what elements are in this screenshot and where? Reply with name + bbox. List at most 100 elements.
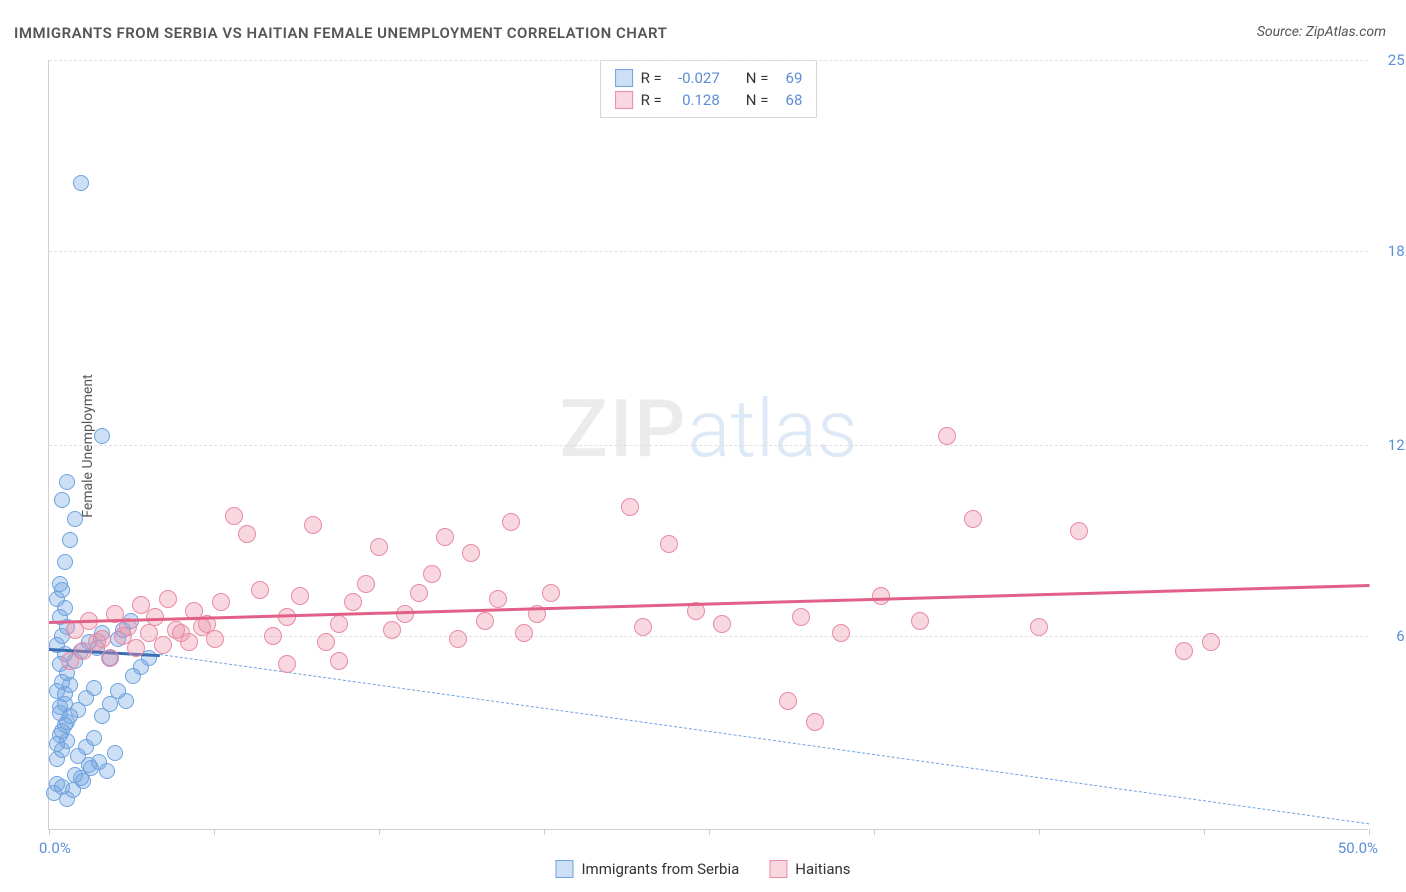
data-point xyxy=(225,507,243,525)
data-point xyxy=(410,584,428,602)
n-value-serbia: 69 xyxy=(776,69,802,87)
data-point xyxy=(81,757,97,773)
data-point xyxy=(101,649,119,667)
data-point xyxy=(330,615,348,633)
y-tick-label: 6.3% xyxy=(1373,627,1406,645)
source-attribution: Source: ZipAtlas.com xyxy=(1257,24,1386,40)
data-point xyxy=(59,474,75,490)
data-point xyxy=(62,677,78,693)
y-tick-label: 18.8% xyxy=(1373,242,1406,260)
data-point xyxy=(357,575,375,593)
data-point xyxy=(344,593,362,611)
data-point xyxy=(118,693,134,709)
data-point xyxy=(489,590,507,608)
data-point xyxy=(251,581,269,599)
data-point xyxy=(86,730,102,746)
n-label: N = xyxy=(746,69,769,87)
data-point xyxy=(515,624,533,642)
stats-legend-row-haitians: R = 0.128 N = 68 xyxy=(615,89,803,111)
data-point xyxy=(423,565,441,583)
gridline-h xyxy=(49,445,1368,446)
data-point xyxy=(462,544,480,562)
n-label-2: N = xyxy=(746,91,769,109)
data-point xyxy=(806,713,824,731)
data-point xyxy=(86,680,102,696)
chart-title: IMMIGRANTS FROM SERBIA VS HAITIAN FEMALE… xyxy=(14,24,667,42)
x-tick-min: 0.0% xyxy=(39,839,71,857)
r-label-2: R = xyxy=(641,91,662,109)
stats-legend-row-serbia: R = -0.027 N = 69 xyxy=(615,67,803,89)
data-point xyxy=(1175,642,1193,660)
data-point xyxy=(99,763,115,779)
plot-area: ZIPatlas R = -0.027 N = 69 R = 0.128 N =… xyxy=(48,60,1368,830)
gridline-h xyxy=(49,251,1368,252)
data-point xyxy=(502,513,520,531)
r-label: R = xyxy=(641,69,662,87)
data-point xyxy=(54,492,70,508)
data-point xyxy=(792,608,810,626)
x-tick xyxy=(874,829,875,835)
data-point xyxy=(396,605,414,623)
x-tick xyxy=(1204,829,1205,835)
x-tick xyxy=(709,829,710,835)
data-point xyxy=(278,655,296,673)
source-value: ZipAtlas.com xyxy=(1306,24,1386,40)
data-point xyxy=(1030,618,1048,636)
data-point xyxy=(206,630,224,648)
y-tick-label: 25.0% xyxy=(1373,51,1406,69)
data-point xyxy=(62,532,78,548)
x-tick-max: 50.0% xyxy=(1338,839,1378,857)
data-point xyxy=(449,630,467,648)
data-point xyxy=(180,633,198,651)
data-point xyxy=(872,587,890,605)
data-point xyxy=(94,428,110,444)
swatch-haitians xyxy=(615,91,633,109)
data-point xyxy=(476,612,494,630)
n-value-haitians: 68 xyxy=(776,91,802,109)
data-point xyxy=(73,175,89,191)
swatch-serbia xyxy=(615,69,633,87)
swatch-serbia-bottom xyxy=(555,860,573,878)
y-tick-label: 12.5% xyxy=(1373,436,1406,454)
data-point xyxy=(938,427,956,445)
legend-item-serbia: Immigrants from Serbia xyxy=(555,860,739,878)
data-point xyxy=(62,708,78,724)
data-point xyxy=(159,590,177,608)
data-point xyxy=(542,584,560,602)
data-point xyxy=(964,510,982,528)
watermark-zip: ZIP xyxy=(560,382,688,476)
data-point xyxy=(54,582,70,598)
data-point xyxy=(107,745,123,761)
data-point xyxy=(304,516,322,534)
watermark: ZIPatlas xyxy=(560,382,858,476)
data-point xyxy=(330,652,348,670)
data-point xyxy=(911,612,929,630)
data-point xyxy=(1070,522,1088,540)
x-tick xyxy=(214,829,215,835)
data-point xyxy=(779,692,797,710)
source-label: Source: xyxy=(1257,24,1306,40)
bottom-legend: Immigrants from Serbia Haitians xyxy=(555,860,850,878)
data-point xyxy=(436,528,454,546)
chart-container: IMMIGRANTS FROM SERBIA VS HAITIAN FEMALE… xyxy=(0,0,1406,892)
data-point xyxy=(713,615,731,633)
x-tick xyxy=(49,829,50,835)
watermark-atlas: atlas xyxy=(687,382,857,476)
data-point xyxy=(291,587,309,605)
data-point xyxy=(57,554,73,570)
data-point xyxy=(317,633,335,651)
gridline-h xyxy=(49,636,1368,637)
data-point xyxy=(88,633,106,651)
data-point xyxy=(621,498,639,516)
data-point xyxy=(154,636,172,654)
data-point xyxy=(212,593,230,611)
data-point xyxy=(832,624,850,642)
x-tick xyxy=(1039,829,1040,835)
x-tick xyxy=(544,829,545,835)
r-value-serbia: -0.027 xyxy=(670,69,720,87)
r-value-haitians: 0.128 xyxy=(670,91,720,109)
data-point xyxy=(383,621,401,639)
legend-label-haitians: Haitians xyxy=(795,860,850,878)
x-tick xyxy=(1369,829,1370,835)
data-point xyxy=(264,627,282,645)
